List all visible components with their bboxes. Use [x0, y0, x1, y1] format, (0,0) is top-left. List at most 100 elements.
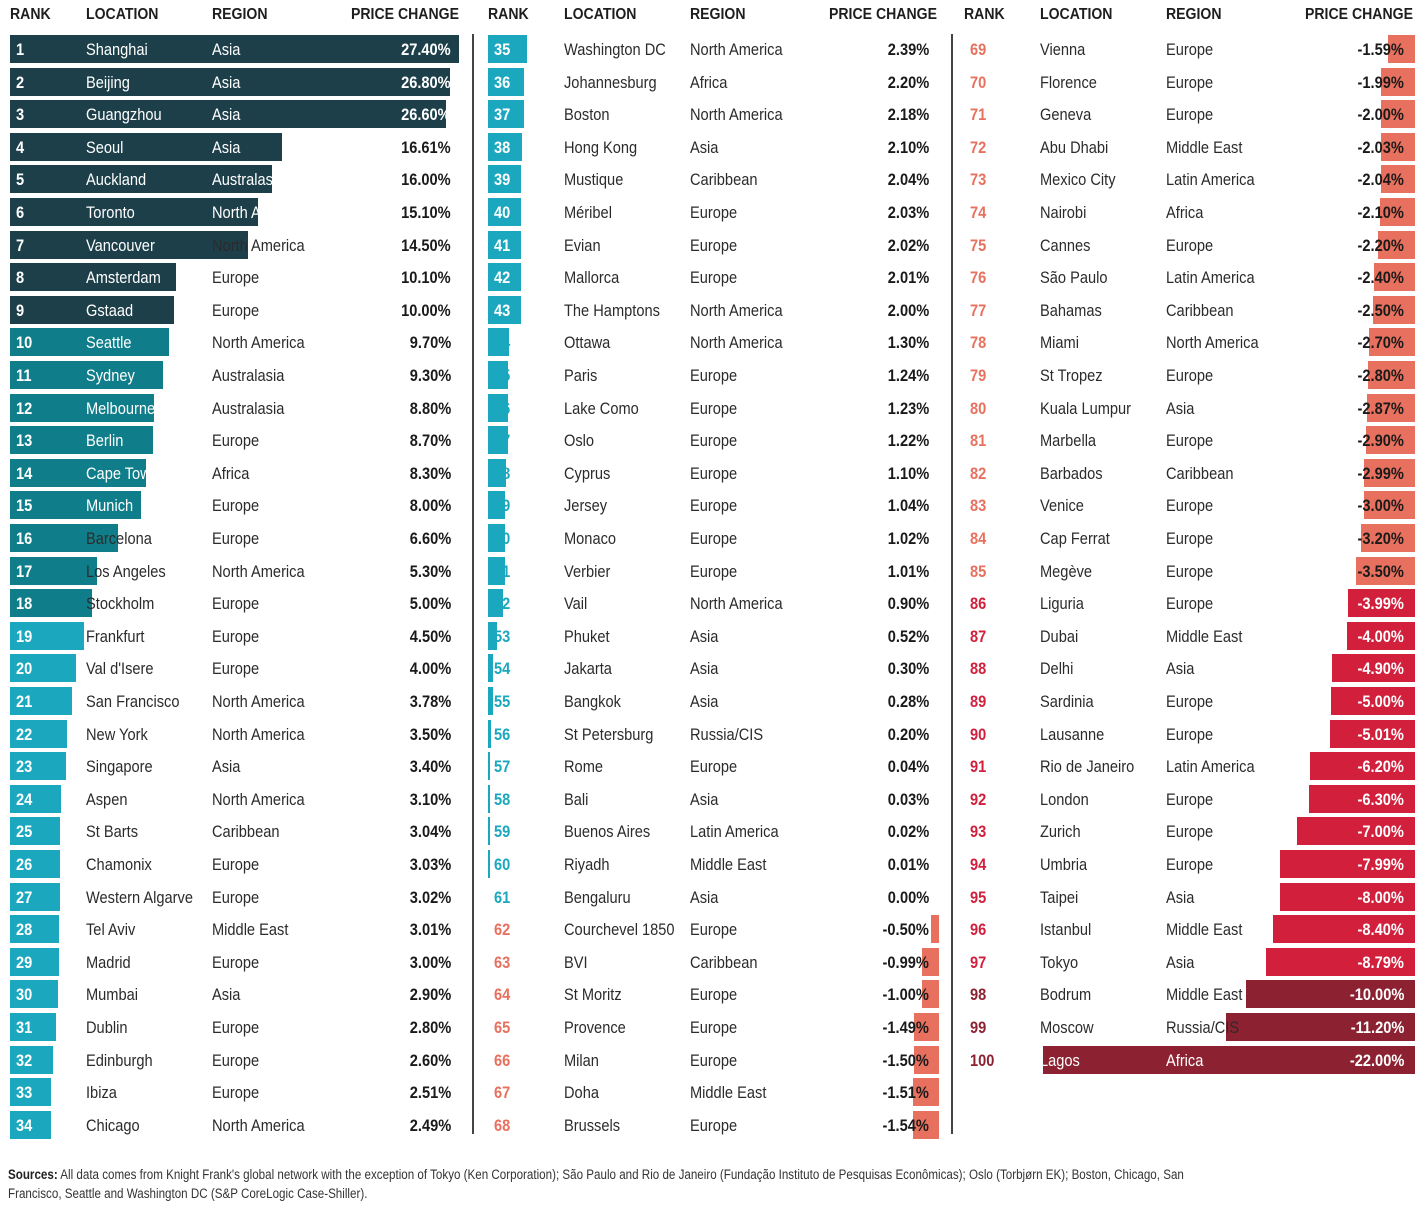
region-cell: North America	[212, 203, 305, 222]
region-cell: Europe	[690, 529, 738, 548]
table-row: 70 Florence Europe -1.99%	[964, 67, 1416, 96]
price-change-bar	[488, 654, 493, 683]
region-cell: North America	[212, 561, 305, 581]
price-change-value: -6.20%	[1357, 757, 1404, 777]
region-cell: Europe	[690, 431, 738, 451]
table-row: 11 Sydney Australasia 9.30%	[10, 361, 460, 389]
price-change-value: 8.70%	[409, 431, 451, 451]
location-cell: Milan	[564, 1050, 599, 1070]
location-cell: Buenos Aires	[564, 822, 651, 842]
location-cell: Sardinia	[1040, 692, 1094, 711]
table-row: 12 Melbourne Australasia 8.80%	[10, 393, 460, 422]
price-change-bar	[1374, 263, 1415, 292]
price-change-bar	[10, 295, 174, 324]
rank-cell: 9	[16, 300, 25, 320]
table-row: 96 Istanbul Middle East -8.40%	[964, 915, 1416, 944]
rank-cell: 12	[16, 398, 33, 418]
location-cell: Dubai	[1040, 626, 1079, 646]
price-change-bar	[10, 1013, 56, 1041]
price-change-value: 26.60%	[401, 105, 451, 125]
price-change-value: -3.50%	[1357, 561, 1404, 581]
price-change-bar	[913, 1013, 939, 1041]
table-row: 20 Val d'Isere Europe 4.00%	[10, 654, 460, 683]
table-row: 93 Zurich Europe -7.00%	[964, 817, 1416, 846]
price-change-value: 1.22%	[887, 431, 929, 451]
rank-cell: 71	[970, 105, 987, 125]
price-change-bar	[10, 35, 460, 63]
table-row: 86 Liguria Europe -3.99%	[964, 589, 1416, 618]
region-cell: Asia	[690, 659, 719, 679]
price-change-value: 1.24%	[887, 366, 929, 385]
region-cell: Europe	[690, 1115, 738, 1135]
location-cell: Brussels	[564, 1115, 621, 1135]
price-change-bar	[1330, 687, 1415, 715]
region-cell: Europe	[212, 496, 260, 516]
region-cell: Europe	[212, 594, 260, 614]
price-change-value: 0.90%	[887, 594, 929, 614]
price-change-value: -7.00%	[1357, 822, 1404, 842]
location-cell: Ottawa	[564, 333, 611, 353]
location-cell: Barbados	[1040, 463, 1103, 483]
table-row: 34 Chicago North America 2.49%	[10, 1110, 460, 1139]
price-change-value: 0.03%	[887, 789, 929, 809]
price-change-bar	[1266, 947, 1415, 976]
price-change-bar	[10, 132, 283, 161]
price-change-bar	[1330, 719, 1415, 748]
table-row: 31 Dublin Europe 2.80%	[10, 1013, 460, 1041]
price-change-bar	[10, 687, 72, 715]
region-cell: Latin America	[690, 822, 779, 842]
price-change-value: 3.40%	[409, 757, 451, 777]
header-location: LOCATION	[85, 6, 159, 23]
region-cell: Middle East	[690, 855, 767, 874]
price-change-value: 4.00%	[409, 659, 451, 679]
rank-cell: 76	[970, 268, 987, 288]
table-row: 45 Paris Europe 1.24%	[488, 361, 938, 389]
rank-cell: 82	[970, 463, 987, 483]
rank-cell: 3	[16, 105, 25, 125]
region-cell: Europe	[1166, 235, 1214, 255]
header-rank: RANK	[10, 6, 51, 23]
region-cell: Asia	[212, 757, 241, 777]
price-change-value: -0.50%	[882, 920, 929, 940]
location-cell: Doha	[564, 1083, 599, 1103]
price-change-value: -6.30%	[1357, 789, 1404, 809]
rank-cell: 78	[970, 333, 987, 353]
table-row: 13 Berlin Europe 8.70%	[10, 426, 460, 455]
location-cell: Taipei	[1040, 887, 1079, 907]
rank-cell: 96	[970, 920, 987, 940]
location-cell: Rio de Janeiro	[1040, 757, 1135, 777]
location-cell: Mustique	[564, 170, 624, 190]
rank-cell: 4	[16, 137, 25, 157]
table-row: 28 Tel Aviv Middle East 3.01%	[10, 915, 460, 944]
header-region: REGION	[211, 6, 268, 23]
location-cell: Miami	[1040, 333, 1079, 353]
location-cell: Washington DC	[564, 40, 666, 59]
region-cell: Asia	[1166, 659, 1195, 679]
region-cell: Africa	[1166, 1050, 1204, 1070]
column-headers: RANK LOCATION REGION PRICE CHANGE	[10, 6, 459, 28]
rank-cell: 27	[16, 887, 33, 907]
region-cell: Europe	[212, 1083, 260, 1103]
table-row: 52 Vail North America 0.90%	[488, 589, 938, 618]
region-cell: Europe	[690, 366, 738, 385]
price-change-value: -5.01%	[1357, 724, 1404, 744]
rank-cell: 22	[16, 724, 33, 744]
table-row: 61 Bengaluru Asia 0.00%	[488, 883, 938, 911]
rank-cell: 43	[494, 300, 511, 320]
region-cell: Europe	[212, 268, 260, 288]
table-row: 37 Boston North America 2.18%	[488, 100, 938, 129]
region-cell: Middle East	[1166, 626, 1243, 646]
location-cell: Stockholm	[86, 594, 155, 614]
rank-cell: 50	[494, 529, 511, 548]
price-change-bar	[930, 915, 939, 944]
table-row: 19 Frankfurt Europe 4.50%	[10, 621, 460, 650]
price-change-bar	[488, 393, 509, 422]
table-row: 75 Cannes Europe -2.20%	[964, 230, 1416, 259]
table-row: 30 Mumbai Asia 2.90%	[10, 980, 460, 1009]
rank-cell: 31	[16, 1018, 33, 1037]
price-change-value: 10.00%	[401, 300, 451, 320]
price-change-bar	[488, 295, 521, 324]
rank-cell: 5	[16, 170, 25, 190]
price-change-bar	[1379, 198, 1415, 226]
location-cell: Mallorca	[564, 268, 620, 288]
